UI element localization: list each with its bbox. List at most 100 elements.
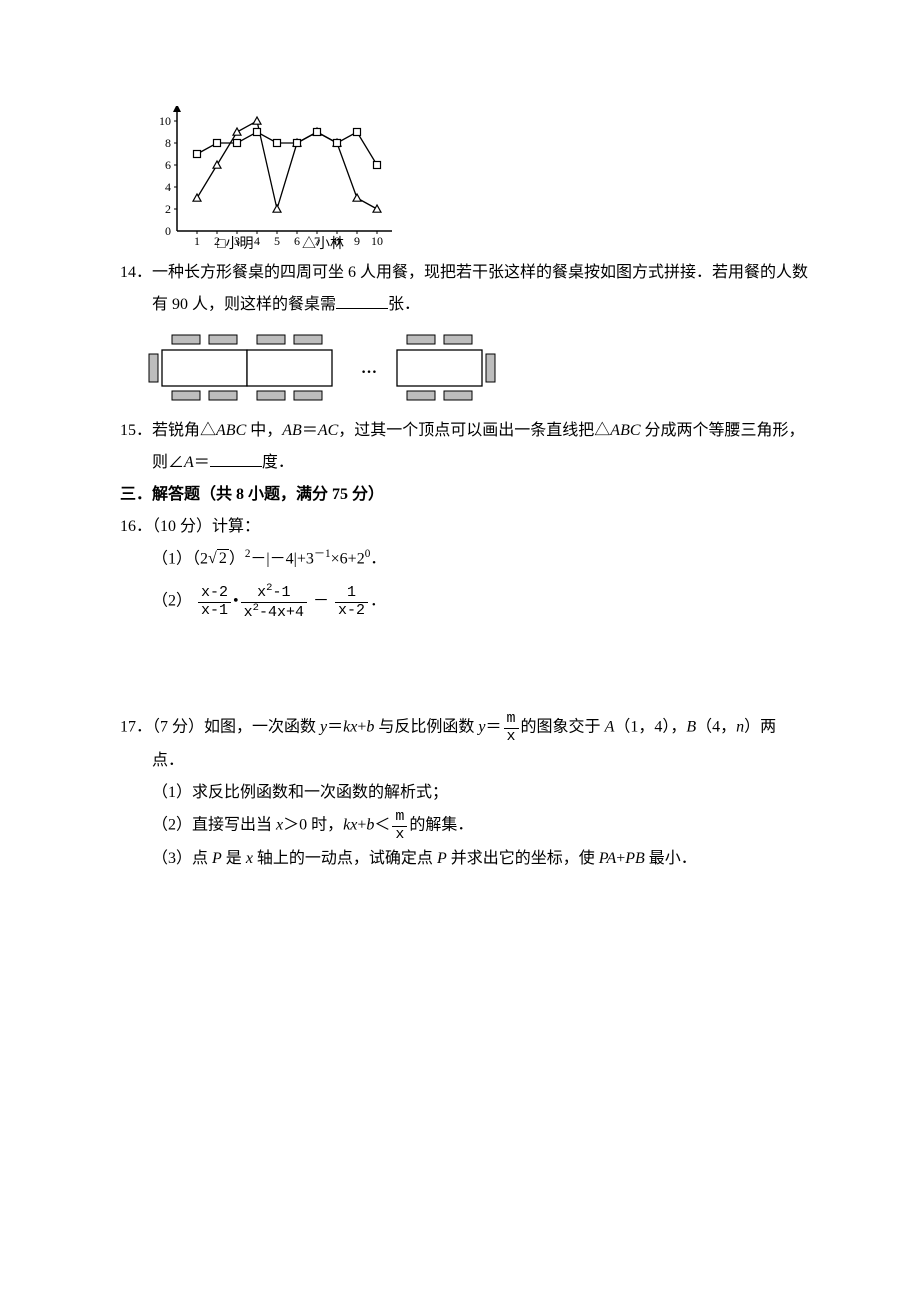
svg-text:△小林: △小林 — [302, 236, 344, 251]
spacer — [120, 621, 810, 711]
q15-text-d: 分成两个等腰三角形， — [641, 422, 805, 439]
q15-ac: AC — [318, 422, 338, 439]
svg-text:…: … — [361, 360, 377, 377]
q16-frac1-den: x-1 — [198, 602, 231, 620]
q17-kx: kx — [343, 719, 357, 736]
q16-minus: － — [313, 593, 329, 610]
q17-A: A — [605, 719, 615, 736]
q17-P: P — [212, 850, 222, 867]
q16-p1-rad: 2 — [217, 549, 229, 567]
q17-p3e: 最小． — [645, 850, 697, 867]
svg-text:2: 2 — [165, 202, 171, 216]
q17-frac-mx: mx — [504, 711, 519, 745]
q16-p1-tail: ×6+2 — [331, 550, 365, 567]
q16-p2-end: ． — [370, 593, 386, 610]
q17-PA: PA — [599, 850, 616, 867]
svg-text:5: 5 — [274, 234, 280, 248]
svg-text:10: 10 — [159, 114, 171, 128]
q16-part1: （1）（22）2－|－4|+3－1×6+20． — [120, 543, 810, 575]
svg-text:8: 8 — [165, 136, 171, 150]
q17-tail: 点． — [152, 752, 184, 769]
svg-text:4: 4 — [165, 180, 171, 194]
q17-mid: 与反比例函数 — [374, 719, 478, 736]
svg-text:9: 9 — [354, 234, 360, 248]
q16-p1-mid: －|－4|+3 — [250, 550, 313, 567]
q16-p1-label: （1） — [152, 550, 192, 567]
q14-text-c: 张． — [388, 296, 420, 313]
svg-text:10: 10 — [371, 234, 383, 248]
svg-text:1: 1 — [194, 234, 200, 248]
q17-p2: （2）直接写出当 x＞0 时，kx+b＜mx的解集． — [120, 809, 810, 843]
q17-lt: ＜ — [374, 817, 390, 834]
q16-part2: （2） x-2 x-1 • x2-1 x2-4x+4 － 1 x-2 ． — [120, 583, 810, 621]
q14-figure: … — [142, 327, 810, 409]
q16-frac1: x-2 x-1 — [198, 585, 231, 619]
q16-frac3: 1 x-2 — [335, 585, 368, 619]
q17-p3: （3）点 P 是 x 轴上的一动点，试确定点 P 并求出它的坐标，使 PA+PB… — [120, 843, 810, 875]
q15-text-f: 度． — [262, 454, 294, 471]
q17-frac-mx2: mx — [392, 809, 407, 843]
q16-p1-end: ． — [370, 550, 386, 567]
q13-chart: 024681012345678910□小明△小林 — [142, 106, 810, 251]
q15-line2: 则∠A＝ 度． — [120, 447, 810, 479]
exam-page: 024681012345678910□小明△小林 14．一种长方形餐桌的四周可坐… — [0, 0, 920, 1302]
q14-blank — [336, 292, 388, 309]
q15-number: 15． — [120, 422, 152, 439]
q17-ptB2: ）两 — [744, 719, 776, 736]
q15-line1: 15．若锐角△ABC 中，AB＝AC，过其一个顶点可以画出一条直线把△ABC 分… — [120, 415, 810, 447]
q17-line1: 17．（7 分）如图，一次函数 y＝kx+b 与反比例函数 y＝mx的图象交于 … — [120, 711, 810, 745]
q15-text-b: 中， — [246, 422, 282, 439]
q16-frac2: x2-1 x2-4x+4 — [241, 583, 307, 621]
q17-P2: P — [437, 850, 447, 867]
q17-eq2: ＝ — [486, 719, 502, 736]
fig14-svg: … — [142, 327, 502, 409]
q15-text-c: ，过其一个顶点可以画出一条直线把△ — [338, 422, 610, 439]
q14-line2: 有 90 人，则这样的餐桌需 张． — [120, 289, 810, 321]
q17-number: 17． — [120, 719, 152, 736]
svg-text:4: 4 — [254, 234, 260, 248]
q14-line1: 14．一种长方形餐桌的四周可坐 6 人用餐，现把若干张这样的餐桌按如图方式拼接．… — [120, 257, 810, 289]
q15-eq2: ＝ — [194, 454, 210, 471]
q17-p3c: 轴上的一动点，试确定点 — [253, 850, 437, 867]
q17-p3b: 是 — [222, 850, 246, 867]
q15-abc2: ABC — [610, 422, 640, 439]
q17-eq1: ＝ — [327, 719, 343, 736]
q17-p2b: 的解集． — [409, 817, 473, 834]
q16-frac2-num: x2-1 — [241, 583, 307, 602]
q17-p2a: （2）直接写出当 — [152, 817, 276, 834]
q17-ptB: （4， — [696, 719, 736, 736]
q15-text-a: 若锐角△ — [152, 422, 216, 439]
q17-p1: （1）求反比例函数和一次函数的解析式； — [120, 777, 810, 809]
q17-gt0: ＞0 时， — [283, 817, 343, 834]
q14-text-a: 一种长方形餐桌的四周可坐 6 人用餐，现把若干张这样的餐桌按如图方式拼接．若用餐… — [152, 264, 808, 281]
sqrt-icon: 2 — [208, 543, 229, 575]
q16-frac2-den: x2-4x+4 — [241, 602, 307, 622]
q17-ptA: （1，4）， — [614, 719, 686, 736]
q17-line2: 点． — [120, 745, 810, 777]
q16-frac3-den: x-2 — [335, 602, 368, 620]
q16-dot: • — [233, 593, 239, 610]
q15-A: A — [184, 454, 194, 471]
q16-p1-supNeg1: －1 — [314, 548, 331, 560]
q16-p1-pre: （2 — [192, 550, 208, 567]
q17-y2: y — [478, 719, 485, 736]
q17-kx2: kx — [343, 817, 357, 834]
q17-p3a: （3）点 — [152, 850, 212, 867]
q14-number: 14． — [120, 264, 152, 281]
q16-pts: （10 分）计算： — [152, 518, 260, 535]
svg-text:6: 6 — [165, 158, 171, 172]
q16-number: 16． — [120, 518, 152, 535]
q15-eq: ＝ — [302, 422, 318, 439]
q14-text-b: 有 90 人，则这样的餐桌需 — [152, 296, 336, 313]
svg-text:□小明: □小明 — [217, 236, 253, 251]
q16-frac3-num: 1 — [335, 585, 368, 602]
q17-mid2: 的图象交于 — [521, 719, 605, 736]
q17-B: B — [686, 719, 696, 736]
q17-x2: x — [246, 850, 253, 867]
chart13-svg: 024681012345678910□小明△小林 — [142, 106, 392, 251]
q17-PB: PB — [625, 850, 645, 867]
q15-text-e: 则∠ — [152, 454, 184, 471]
q16-header: 16．（10 分）计算： — [120, 511, 810, 543]
q17-n: n — [736, 719, 744, 736]
q16-p2-label: （2） — [152, 593, 192, 610]
